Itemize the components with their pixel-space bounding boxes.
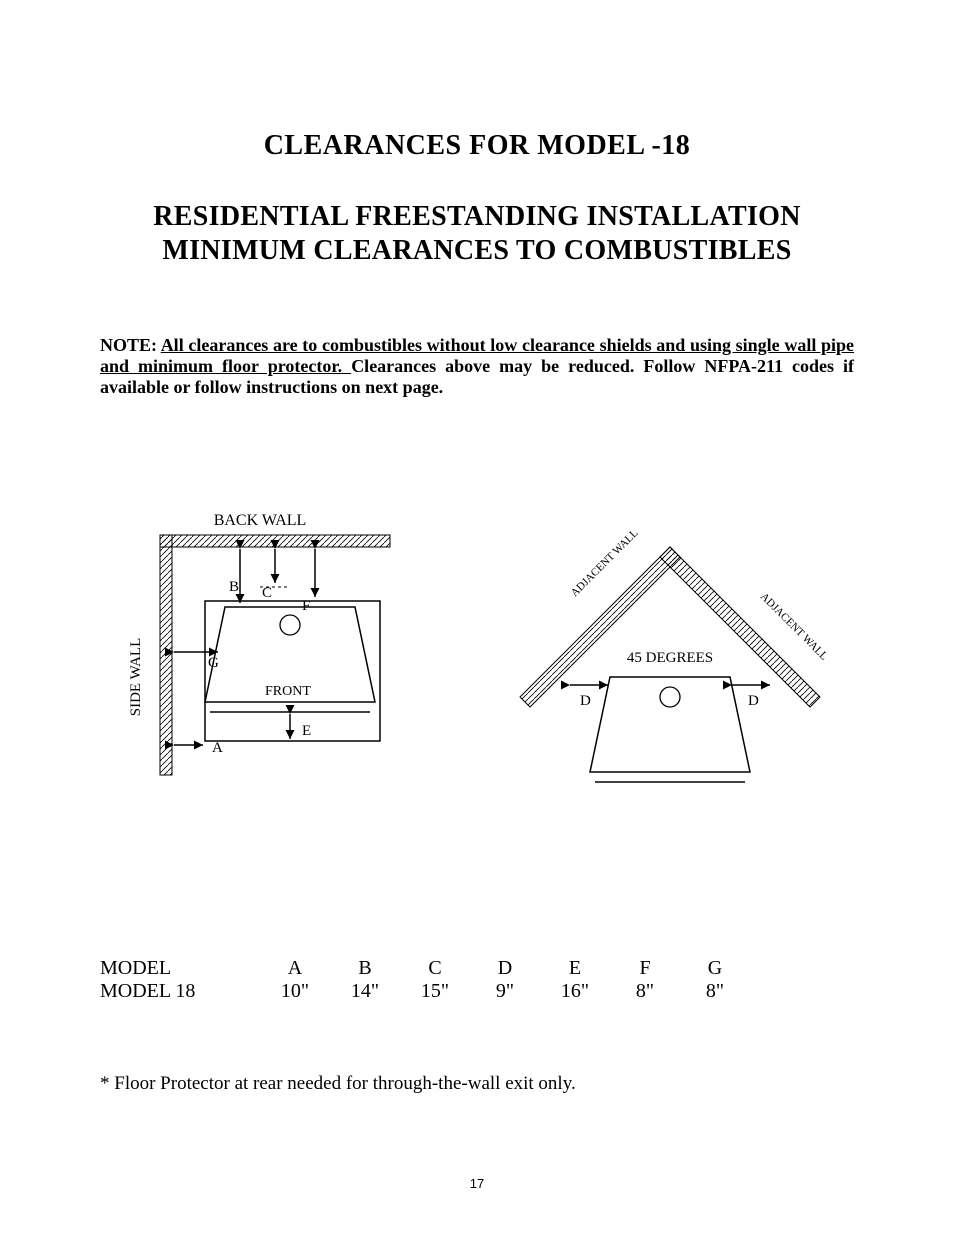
label-d-left: D: [580, 693, 591, 709]
title-line-2: RESIDENTIAL FREESTANDING INSTALLATION: [153, 201, 800, 232]
title-block-2: RESIDENTIAL FREESTANDING INSTALLATION MI…: [100, 200, 854, 267]
label-a: A: [212, 740, 223, 756]
table-row-b: 14": [330, 980, 400, 1003]
table-header-f: F: [610, 957, 680, 980]
table-row-a: 10": [260, 980, 330, 1003]
table-row-e: 16": [540, 980, 610, 1003]
table-row-f: 8": [610, 980, 680, 1003]
floor-protector-rect: [205, 601, 380, 741]
side-wall-rect: [160, 535, 172, 775]
table-header-e: E: [540, 957, 610, 980]
note-paragraph: NOTE: All clearances are to combustibles…: [100, 335, 854, 397]
table-header-b: B: [330, 957, 400, 980]
side-wall-label: SIDE WALL: [128, 638, 144, 716]
diagram-left: BACK WALL SIDE WALL B C F: [90, 507, 420, 807]
table-row-model: MODEL 18: [100, 980, 260, 1003]
front-label: FRONT: [265, 684, 311, 699]
diagram-right: ADJACENT WALL ADJACENT WALL 45 DEGREES D…: [480, 507, 860, 807]
footnote: * Floor Protector at rear needed for thr…: [100, 1073, 854, 1095]
label-g: G: [208, 655, 219, 671]
page-number: 17: [0, 1176, 954, 1191]
label-b: B: [229, 579, 239, 595]
degrees-label: 45 DEGREES: [627, 650, 713, 666]
table-row-c: 15": [400, 980, 470, 1003]
title-line-3: MINIMUM CLEARANCES TO COMBUSTIBLES: [162, 235, 791, 266]
back-wall-rect: [160, 535, 390, 547]
clearance-table: MODEL A B C D E F G MODEL 18 10" 14" 15"…: [100, 957, 854, 1003]
title-line-1: CLEARANCES FOR MODEL -18: [100, 130, 854, 162]
label-e: E: [302, 723, 311, 739]
flue-circle-corner: [660, 687, 680, 707]
table-row-d: 9": [470, 980, 540, 1003]
back-wall-label: BACK WALL: [214, 512, 307, 529]
note-prefix: NOTE:: [100, 335, 161, 355]
label-f: F: [302, 598, 310, 614]
table-header-model: MODEL: [100, 957, 260, 980]
page: CLEARANCES FOR MODEL -18 RESIDENTIAL FRE…: [0, 0, 954, 1235]
stove-body-corner: [590, 677, 750, 772]
label-c: C: [262, 585, 272, 601]
table-row-g: 8": [680, 980, 750, 1003]
diagrams-row: BACK WALL SIDE WALL B C F: [100, 507, 854, 807]
table-header-g: G: [680, 957, 750, 980]
table-header-c: C: [400, 957, 470, 980]
table-header-d: D: [470, 957, 540, 980]
table-header-a: A: [260, 957, 330, 980]
flue-circle: [280, 615, 300, 635]
label-d-right: D: [748, 693, 759, 709]
